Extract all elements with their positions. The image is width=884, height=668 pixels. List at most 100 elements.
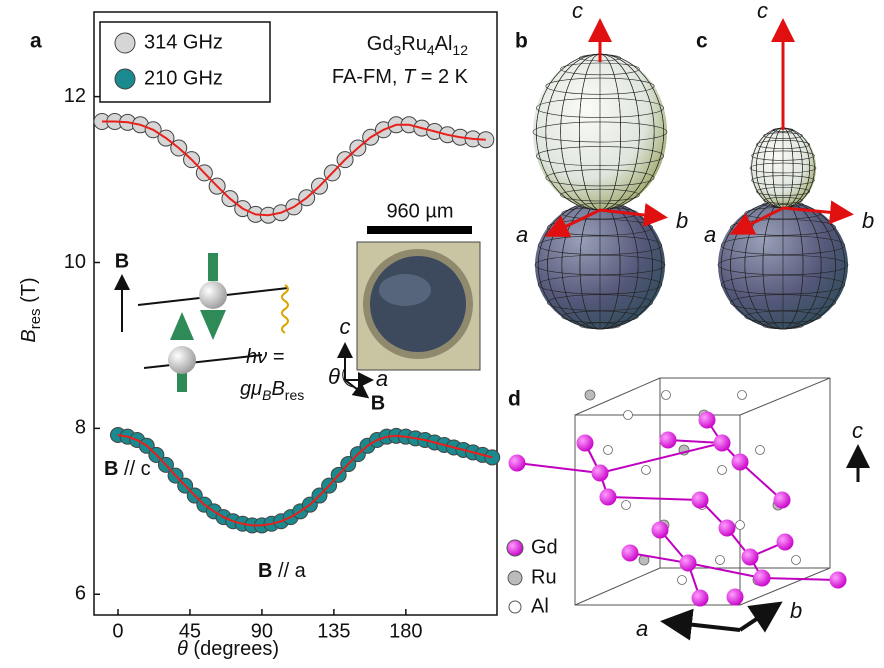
- atom: [651, 521, 669, 539]
- atom: [691, 589, 709, 607]
- atom: [679, 554, 697, 572]
- orientation-label: B // c: [104, 458, 151, 480]
- atom: [677, 575, 687, 585]
- bond: [607, 496, 701, 501]
- scale-bar-label: 960 µm: [386, 200, 453, 222]
- axis-label: c: [340, 314, 351, 339]
- axis-label: B: [371, 392, 385, 414]
- upper-lobe: [533, 54, 667, 210]
- orientation-label: B // a: [258, 560, 307, 582]
- fit-line: [117, 434, 493, 527]
- phase: FA-FM, T = 2 K: [332, 66, 469, 88]
- mesh-line: [720, 275, 846, 295]
- atom: [591, 464, 609, 482]
- atom: [755, 445, 765, 455]
- mesh-line: [744, 310, 822, 323]
- atom: [735, 520, 745, 530]
- atom: [661, 390, 671, 400]
- axis-label: θ: [328, 364, 340, 389]
- axis-label: c: [572, 0, 583, 23]
- axis-arrow: [729, 206, 784, 235]
- series: [109, 427, 501, 534]
- legend-marker: [507, 570, 523, 586]
- legend-marker: [506, 539, 524, 557]
- atom: [731, 453, 749, 471]
- panel-label: a: [30, 30, 42, 53]
- atom: [773, 491, 791, 509]
- mesh-line: [763, 197, 803, 204]
- mesh-line: [756, 140, 810, 149]
- mesh-line: [561, 310, 639, 323]
- axis-arrow: [738, 601, 783, 633]
- angle-arc: [342, 367, 356, 388]
- x-axis-title: θ (degrees): [177, 638, 279, 660]
- mesh-line: [730, 294, 836, 311]
- axis-label: a: [704, 222, 716, 247]
- y-tick-label: 6: [75, 583, 86, 605]
- axis-label: a: [516, 222, 528, 247]
- chain-line: [143, 354, 263, 369]
- axis-arrow: [599, 203, 668, 227]
- mesh-line: [545, 77, 655, 95]
- x-tick-label: 135: [317, 620, 350, 642]
- atom: [659, 431, 677, 449]
- mesh-line: [560, 188, 640, 202]
- atom: [621, 500, 631, 510]
- legend-label: 314 GHz: [144, 31, 223, 53]
- x-tick-label: 90: [251, 620, 273, 642]
- mesh-line: [763, 132, 803, 139]
- axis-label: c: [757, 0, 768, 23]
- atom: [599, 488, 617, 506]
- upper-lobe: [750, 128, 816, 208]
- y-tick-label: 8: [75, 417, 86, 439]
- atom: [791, 555, 801, 565]
- mesh-line: [749, 162, 817, 174]
- atom: [776, 533, 794, 551]
- atom: [603, 445, 613, 455]
- legend-marker: [114, 32, 136, 54]
- mesh-line: [534, 254, 666, 276]
- panel-label: c: [696, 30, 708, 53]
- sample-reflection: [379, 274, 431, 306]
- atom: [829, 571, 847, 589]
- mesh-line: [751, 150, 815, 161]
- photon: [281, 284, 289, 334]
- axis-label: b: [790, 598, 802, 623]
- axis-arrow: [782, 200, 854, 225]
- legend-label: Al: [531, 595, 549, 617]
- y-axis-title: Bres (T): [18, 277, 44, 342]
- mesh-line: [756, 187, 810, 196]
- atom: [691, 491, 709, 509]
- bond: [516, 462, 601, 474]
- atom: [741, 548, 759, 566]
- fit-line: [102, 120, 486, 217]
- atom: [715, 555, 725, 565]
- axis-label: c: [852, 418, 863, 443]
- atom: [641, 465, 651, 475]
- atom: [718, 519, 736, 537]
- spin-ion: [199, 281, 227, 309]
- spin-arrow: [208, 253, 218, 281]
- legend-label: Ru: [531, 566, 557, 588]
- mesh-line: [720, 235, 846, 255]
- plot-frame: [93, 11, 498, 616]
- panel-label: d: [508, 388, 521, 411]
- bond: [761, 577, 839, 581]
- axis-label: b: [862, 208, 874, 233]
- data-point: [484, 449, 501, 466]
- field-label: B: [115, 250, 129, 272]
- mesh-line: [545, 169, 655, 187]
- legend-marker: [114, 68, 136, 90]
- atom: [717, 465, 727, 475]
- atom: [508, 454, 526, 472]
- sample-disc: [370, 256, 466, 352]
- atom: [584, 389, 596, 401]
- mesh-line: [537, 235, 663, 255]
- spin-arrow: [177, 372, 187, 392]
- axis-arrow: [344, 379, 370, 399]
- bond: [629, 552, 689, 564]
- atom: [698, 411, 716, 429]
- bond: [687, 562, 763, 579]
- mesh-line: [751, 175, 815, 186]
- atom: [623, 410, 633, 420]
